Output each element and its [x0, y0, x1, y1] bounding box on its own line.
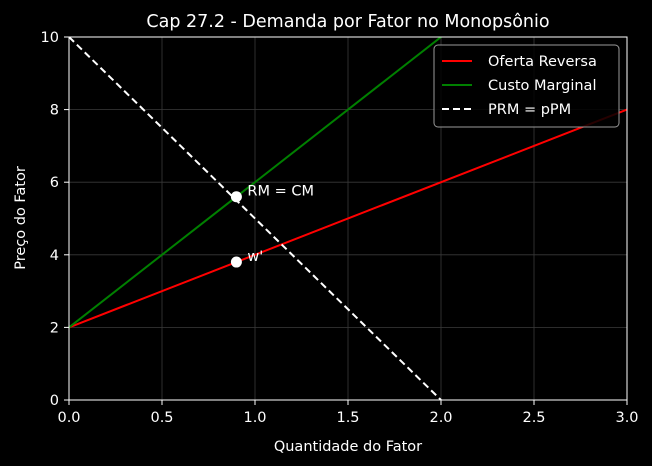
x-tick-label: 1.0 — [243, 410, 266, 426]
x-tick-label: 0.5 — [150, 410, 173, 426]
legend: Oferta Reversa Custo Marginal PRM = pPM — [433, 44, 620, 128]
point-label: w' — [247, 249, 263, 265]
point-marker — [230, 256, 242, 268]
y-tick-label: 8 — [50, 103, 59, 119]
point-label: RM = CM — [247, 184, 314, 200]
y-tick-label: 0 — [50, 393, 59, 409]
point-marker — [230, 191, 242, 203]
legend-label: Custo Marginal — [488, 78, 596, 94]
x-tick-label: 3.0 — [615, 410, 638, 426]
y-tick-label: 2 — [50, 320, 59, 336]
legend-box — [433, 44, 620, 128]
y-axis: 0 2 4 6 8 10 — [41, 30, 69, 409]
y-axis-label: Preço do Fator — [13, 166, 29, 270]
x-axis: 0.0 0.5 1.0 1.5 2.0 2.5 3.0 — [57, 400, 639, 426]
x-tick-label: 2.0 — [429, 410, 452, 426]
points-group: RM = CM w' — [230, 184, 314, 268]
y-tick-label: 10 — [41, 30, 59, 46]
legend-label: Oferta Reversa — [488, 54, 597, 70]
x-tick-label: 2.5 — [522, 410, 545, 426]
x-tick-label: 1.5 — [336, 410, 359, 426]
chart-title: Cap 27.2 - Demanda por Fator no Monopsôn… — [146, 12, 549, 32]
series-line — [69, 108, 627, 329]
y-tick-label: 4 — [50, 248, 59, 264]
x-axis-label: Quantidade do Fator — [274, 439, 422, 455]
legend-label: PRM = pPM — [488, 102, 571, 118]
x-tick-label: 0.0 — [57, 410, 80, 426]
series-group — [69, 37, 627, 400]
series-line — [69, 37, 443, 329]
series-line — [69, 37, 442, 400]
y-tick-label: 6 — [50, 175, 59, 191]
